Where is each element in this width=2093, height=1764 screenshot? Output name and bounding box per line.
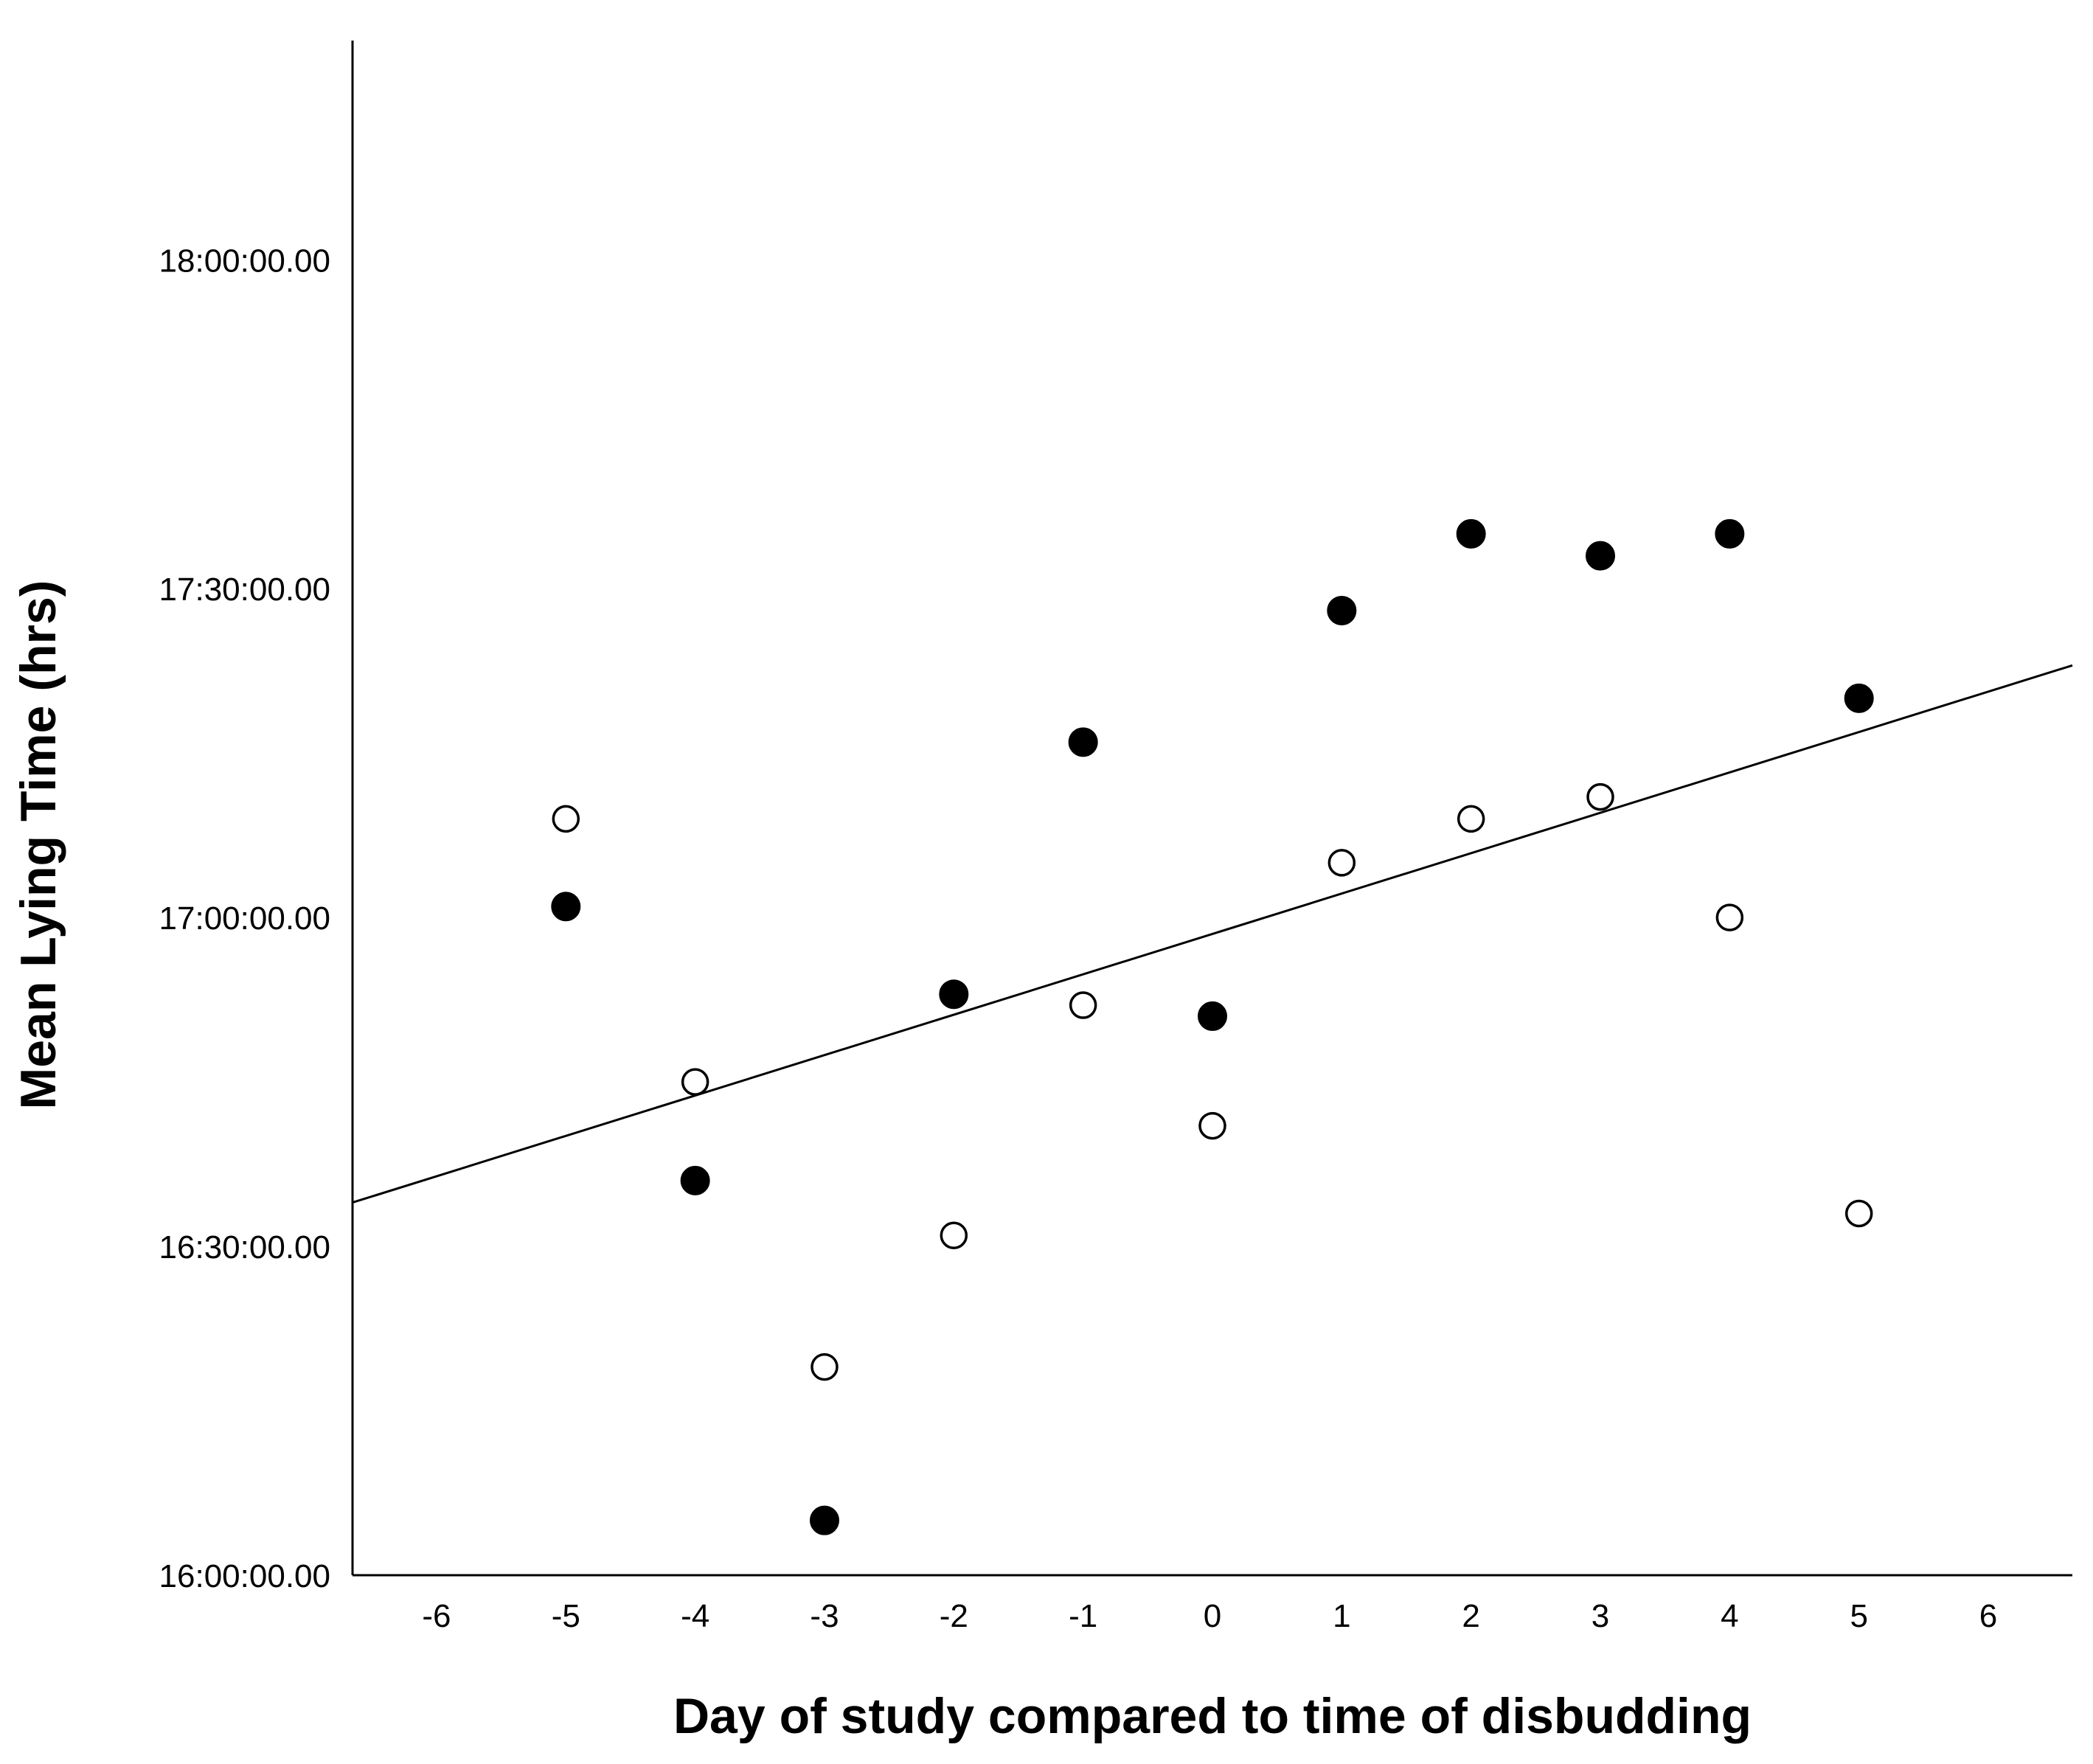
open-data-point [1844,1199,1873,1228]
axes-group [351,41,2072,1577]
y-axis-title: Mean Lying Time (hrs) [10,580,66,1110]
filled-data-point [1456,518,1486,549]
filled-data-point [809,1505,839,1535]
x-tick-label: 1 [1333,1598,1350,1634]
filled-data-point [1198,1001,1227,1031]
x-tick-label: -3 [810,1598,839,1634]
open-data-point [811,1352,839,1381]
open-data-point [1198,1111,1226,1140]
y-tick-label: 18:00:00.00 [159,243,330,279]
open-data-point [681,1068,709,1096]
x-tick-labels: -6 -5 -4 -3 -2 -1 0 1 2 3 4 5 6 [422,1598,1997,1634]
y-tick-label: 16:00:00.00 [159,1558,330,1594]
filled-data-point [1844,683,1874,713]
regression-line-group [352,664,2073,1204]
y-tick-label: 17:30:00.00 [159,572,330,608]
filled-data-point [1586,541,1616,571]
x-tick-label: 3 [1592,1598,1609,1634]
x-tick-label: -2 [940,1598,968,1634]
regression-line [352,664,2073,1204]
filled-data-point [1327,595,1357,625]
x-tick-label: -5 [552,1598,580,1634]
open-data-point [552,805,580,833]
x-tick-label: 6 [1979,1598,1997,1634]
open-data-point [1327,849,1356,877]
open-data-point [1457,805,1485,833]
x-tick-label: -6 [422,1598,451,1634]
open-data-point [1715,903,1744,931]
y-tick-labels: 16:00:00.00 16:30:00.00 17:00:00.00 17:30:0… [159,243,330,1594]
open-data-point [1069,991,1097,1019]
x-axis-title: Day of study compared to time of disbudd… [673,1688,1752,1744]
y-tick-label: 17:00:00.00 [159,900,330,937]
x-tick-label: 0 [1204,1598,1221,1634]
filled-data-point [680,1165,710,1195]
filled-data-point [551,892,581,922]
filled-data-point [1068,727,1098,757]
y-tick-label: 16:30:00.00 [159,1229,330,1265]
x-tick-label: -4 [681,1598,709,1634]
data-points-group [551,518,1874,1535]
open-data-point [1586,782,1614,811]
filled-data-point [1715,518,1745,549]
x-tick-label: 2 [1462,1598,1479,1634]
open-data-point [940,1221,968,1249]
x-tick-label: 4 [1721,1598,1738,1634]
x-tick-label: -1 [1069,1598,1097,1634]
x-tick-label: 5 [1850,1598,1867,1634]
filled-data-point [939,979,969,1010]
